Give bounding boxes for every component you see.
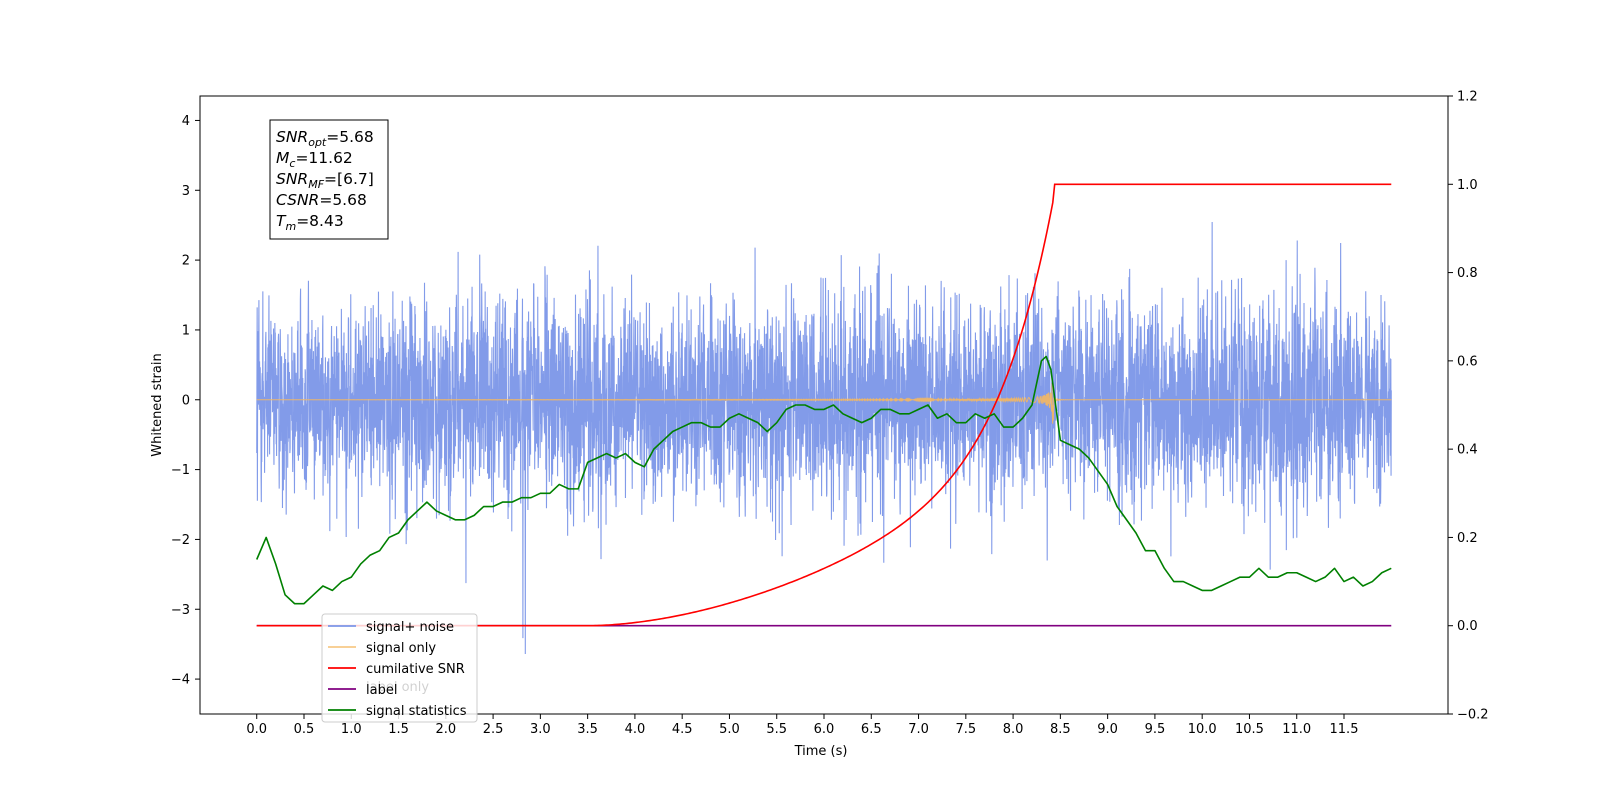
x-tick-label: 7.5 [955, 722, 976, 737]
y2-tick-label: 1.2 [1457, 90, 1478, 105]
x-tick-label: 5.0 [719, 722, 740, 737]
legend-frame [321, 613, 478, 723]
x-tick-label: 6.5 [861, 722, 882, 737]
y2-tick-label: 0.2 [1457, 531, 1478, 546]
y-tick-label: −2 [171, 533, 190, 548]
x-tick-label: 10.0 [1188, 722, 1217, 737]
x-tick-label: 9.0 [1097, 722, 1118, 737]
y2-tick-label: −0.2 [1457, 708, 1489, 723]
legend-label: signal only [366, 641, 436, 656]
y2-tick-label: 0.0 [1457, 619, 1478, 634]
y2-tick-label: 0.4 [1457, 443, 1478, 458]
x-tick-label: 5.5 [766, 722, 787, 737]
info-line: CSNR=5.68 [276, 191, 367, 209]
x-tick-label: 3.5 [577, 722, 598, 737]
y-tick-label: 3 [182, 184, 190, 199]
info-line: Tm=8.43 [276, 212, 344, 233]
y2-tick-label: 0.8 [1457, 266, 1478, 281]
info-box-frame [269, 119, 389, 240]
y2-tick-label: 1.0 [1457, 178, 1478, 193]
info-line: SNRopt=5.68 [276, 128, 374, 149]
x-tick-label: 0.0 [246, 722, 267, 737]
legend-label: label [366, 683, 397, 698]
legend-label: signal+ noise [366, 620, 454, 635]
legend-label: signal statistics [366, 704, 467, 719]
x-tick-label: 8.0 [1003, 722, 1024, 737]
x-axis: 0.0 0.5 1.0 1.5 2.0 2.5 3.0 3.5 4.0 4.5 5.0 5.5 6.0 6… [246, 714, 1358, 737]
x-tick-label: 10.5 [1235, 722, 1264, 737]
x-tick-label: 11.5 [1330, 722, 1359, 737]
y-tick-label: 2 [182, 254, 190, 269]
y-tick-label: 4 [182, 114, 190, 129]
x-tick-label: 4.5 [672, 722, 693, 737]
x-tick-label: 2.0 [435, 722, 456, 737]
x-tick-label: 9.5 [1145, 722, 1166, 737]
legend-ghost-label: label only [366, 680, 429, 695]
x-tick-label: 2.5 [483, 722, 504, 737]
x-tick-label: 0.5 [294, 722, 315, 737]
y-tick-label: −1 [171, 463, 190, 478]
y-axis-right: −0.2 0.0 0.2 0.4 0.6 0.8 1.0 1.2 [1448, 90, 1489, 723]
info-line: Mc=11.62 [276, 149, 353, 170]
y-axis-label: Whitened strain [150, 353, 165, 456]
y-tick-label: −3 [171, 603, 190, 618]
x-tick-label: 1.5 [388, 722, 409, 737]
y-tick-label: −4 [171, 673, 190, 688]
x-tick-label: 3.0 [530, 722, 551, 737]
legend: label only signal+ noise signal only cumila… [321, 613, 478, 723]
x-tick-label: 4.0 [625, 722, 646, 737]
x-tick-label: 7.0 [908, 722, 929, 737]
legend-label: cumilative SNR [366, 662, 465, 677]
series-signal-noise [256, 221, 1392, 654]
y-tick-label: 0 [182, 393, 190, 408]
y2-tick-label: 0.6 [1457, 354, 1478, 369]
y-tick-label: 1 [182, 323, 190, 338]
x-tick-label: 11.0 [1282, 722, 1311, 737]
x-tick-label: 6.0 [814, 722, 835, 737]
y-axis-left: −4 −3 −2 −1 0 1 2 3 4 [171, 114, 200, 688]
x-tick-label: 8.5 [1050, 722, 1071, 737]
x-axis-label: Time (s) [794, 744, 848, 759]
series-signal-only [256, 383, 1392, 424]
x-tick-label: 1.0 [341, 722, 362, 737]
info-line: SNRMF=[6.7] [276, 170, 374, 191]
series-signal-statistics [255, 355, 1392, 605]
